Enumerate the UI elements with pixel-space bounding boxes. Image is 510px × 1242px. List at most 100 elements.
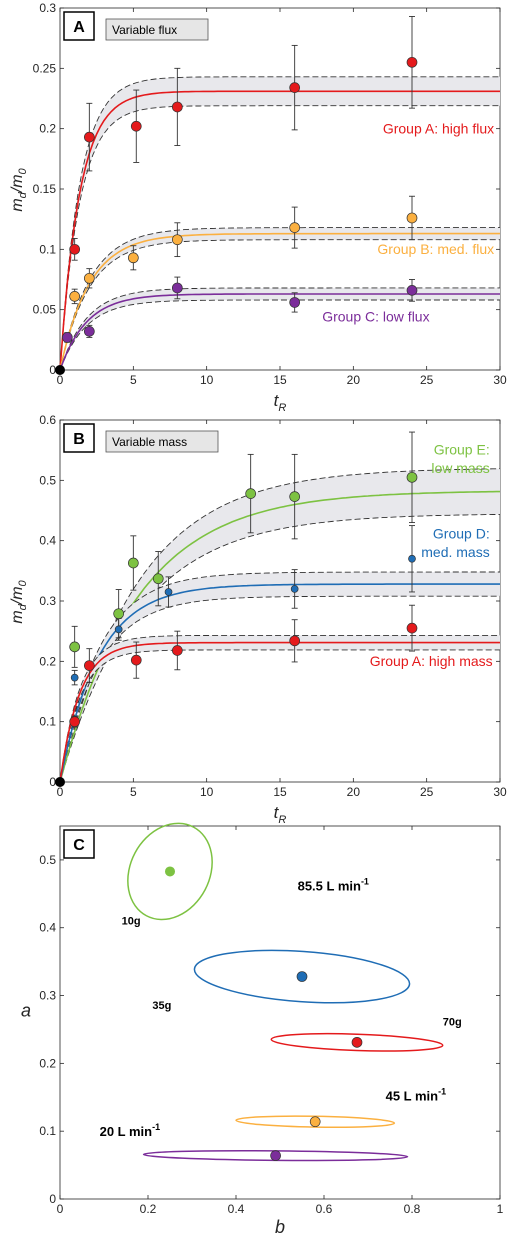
panel-a-ytick-label: 0.25 (33, 61, 57, 75)
panel-c-annotation: 70g (443, 1016, 462, 1028)
panel-b-series-2-point (130, 654, 142, 666)
panel-a-series-2-point (61, 332, 73, 343)
panel-c-ellipse-0 (127, 822, 213, 921)
panel-c-annotation: 10g (122, 915, 141, 927)
panel-b-series-1-point (290, 585, 299, 593)
panel-b-annotation: Group A: high mass (370, 653, 493, 669)
panel-a-title-box (105, 18, 209, 41)
panel-c-ytick-label: 0 (49, 1192, 56, 1206)
panel-a-xtick-label: 25 (420, 373, 434, 387)
panel-b-annotation: Group D: (433, 525, 490, 541)
panel-b-series-2-point (83, 660, 95, 671)
panel-a-annotation: Group B: med. flux (377, 241, 494, 257)
panel-a-series-0-point (130, 120, 142, 132)
panel-c-ytick-label: 0.5 (39, 853, 56, 867)
panel-a-xlabel: tR (274, 391, 287, 414)
panel-c-xtick-label: 0.6 (316, 1202, 333, 1216)
panel-c-ellipse-1 (193, 949, 411, 1004)
panel-a-origin-point (55, 365, 65, 375)
panel-b-series-2-lower-bound (59, 649, 500, 783)
panel-c-xtick-label: 0.2 (140, 1202, 157, 1216)
panel-b-series-1-upper-bound (59, 571, 500, 783)
panel-b-series-1-point (70, 673, 79, 682)
panel-a-series-2-point (406, 285, 418, 296)
panel-b-label-box (63, 423, 95, 453)
panel-b-series-0-fit-line (59, 490, 500, 783)
panel-a-ytick-label: 0.05 (33, 303, 57, 317)
panel-b-xtick-label: 10 (200, 785, 214, 799)
panel-b-series-0-point (245, 488, 257, 499)
panel-a-series-0-point (289, 82, 301, 93)
panel-c-annotation: 20 L min-1 (100, 1122, 161, 1139)
panel-a-ytick-label: 0 (49, 363, 56, 377)
panel-c-point-1 (296, 971, 308, 982)
panel-a-annotation: Group A: high flux (383, 120, 494, 136)
panel-a-series-0-point (171, 101, 183, 113)
panel-a-xtick-label: 20 (347, 373, 361, 387)
panel-a-series-2-lower-bound (59, 299, 500, 371)
panel-a-title: Variable flux (112, 23, 177, 37)
panel-a-series-2-upper-bound (59, 287, 500, 371)
panel-c-axes-box (59, 825, 501, 1200)
panel-a-xtick-label: 15 (273, 373, 287, 387)
panel-b-series-2-point (171, 645, 183, 656)
panel-a-series-0-point (69, 243, 81, 255)
panel-b-ytick-label: 0.4 (39, 534, 56, 548)
panel-b-ytick-label: 0 (49, 775, 56, 789)
panel-c-ytick-label: 0.4 (39, 921, 56, 935)
panel-b-title-box (105, 430, 219, 453)
panel-b-series-0-point (406, 471, 418, 483)
panel-a-xtick-label: 30 (493, 373, 507, 387)
panel-a-axes-box (59, 7, 501, 371)
panel-b-annotation: low mass (431, 460, 489, 476)
panel-a-annotation: Group C: low flux (322, 309, 429, 325)
panel-b-xlabel: tR (274, 803, 287, 826)
panel-b-series-0-point (289, 491, 301, 502)
panel-b-series-0-point (69, 641, 81, 653)
panel-a-ytick-label: 0.2 (39, 122, 56, 136)
panel-a-series-2-point (83, 326, 95, 337)
panel-c-xtick-label: 1 (497, 1202, 504, 1216)
panel-b-ytick-label: 0.5 (39, 473, 56, 487)
panel-b-panel-label: B (73, 431, 85, 448)
panel-a-series-1-point (171, 234, 183, 246)
panel-a-xtick-label: 5 (130, 373, 137, 387)
panel-b-ytick-label: 0.1 (39, 715, 56, 729)
panel-b-series-0-confidence-band (60, 468, 500, 782)
panel-a-xtick-label: 0 (57, 373, 64, 387)
panel-b-series-1-point (164, 588, 173, 596)
panel-a-ylabel: md/m0 (9, 167, 29, 211)
panel-a-series-1-fit-line (59, 232, 500, 371)
panel-b-series-2-fit-line (59, 641, 500, 783)
panel-b-series-1-fit-line (59, 583, 500, 783)
panel-c-point-4 (270, 1150, 281, 1161)
panel-c-xtick-label: 0.4 (228, 1202, 245, 1216)
panel-a-series-1-point (127, 252, 139, 264)
panel-b-annotation: med. mass (421, 544, 489, 560)
panel-b-series-0-point (152, 573, 164, 585)
panel-a-panel-label: A (73, 19, 85, 36)
panel-a-series-2-point (289, 297, 301, 308)
panel-b-series-2-upper-bound (59, 634, 500, 783)
panel-b-series-1-confidence-band (60, 572, 500, 782)
panel-a-series-2-confidence-band (60, 287, 500, 370)
panel-c-point-0 (165, 866, 175, 877)
panel-a-ytick-label: 0.1 (39, 242, 56, 256)
panel-c-ellipse-2 (270, 1032, 444, 1052)
panel-b-series-1-point (408, 554, 416, 563)
panel-a-series-1-point (406, 212, 418, 224)
panel-b-ytick-label: 0.2 (39, 654, 56, 668)
panel-a-ytick-label: 0.3 (39, 1, 56, 15)
panel-b-origin-point (55, 777, 65, 787)
panel-a-series-2-point (171, 282, 183, 294)
panel-b-series-1-lower-bound (59, 595, 500, 783)
panel-c-annotation: 45 L min-1 (386, 1087, 447, 1104)
panel-c-ellipse-3 (235, 1115, 396, 1129)
panel-a-series-2-fit-line (59, 293, 500, 371)
panel-c-xlabel: b (275, 1217, 285, 1237)
panel-b-annotation: Group E: (434, 441, 490, 457)
panel-b-title: Variable mass (112, 435, 187, 449)
panel-b-series-2-point (289, 635, 301, 647)
panel-a-series-0-fit-line (59, 90, 500, 371)
